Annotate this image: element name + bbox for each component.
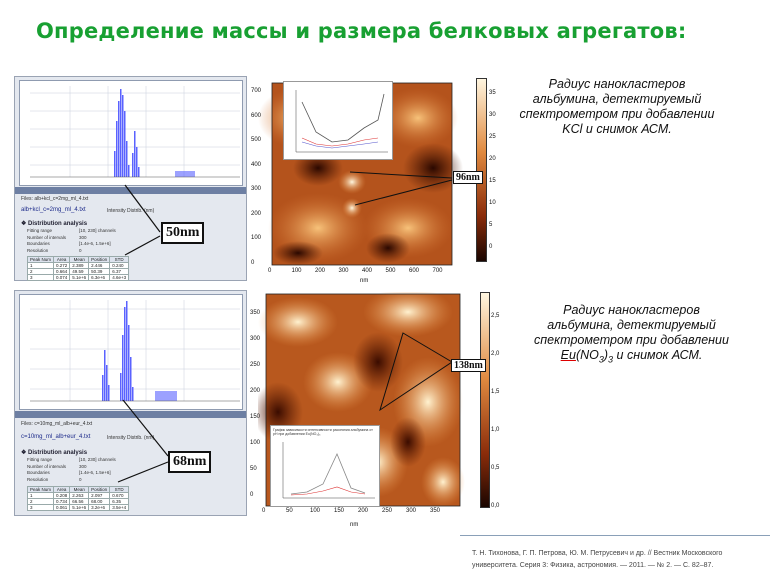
params-top: Fitting range [10, 230] channels Number o…	[27, 228, 116, 253]
reference-divider	[460, 535, 770, 536]
cbar-bottom-tick: 2,0	[491, 351, 500, 357]
afm-bottom-y-tick: 300	[250, 336, 261, 342]
intensity-label-top: Intensity Distrib. (nm)	[107, 208, 155, 214]
afm-bottom-y-tick: 50	[250, 466, 257, 472]
afm-bottom-y-tick: 100	[250, 440, 261, 446]
afm-top-x-tick: 200	[315, 268, 326, 274]
caption-bottom: Радиус нанокластеров альбумина, детектир…	[534, 303, 729, 365]
cbar-top-tick: 30	[489, 112, 496, 118]
size-callout-bottom: 68nm	[168, 451, 212, 473]
afm-size-callout-bottom: 138nm	[451, 359, 486, 372]
cbar-bottom-tick: 1,0	[491, 427, 500, 433]
dls-histogram-top	[19, 80, 243, 186]
histogram-svg-top	[30, 86, 240, 178]
cbar-bottom-tick: 0,0	[491, 503, 500, 509]
table-row: 3 0.074 5.1e+6 6.3e+6 4.6e+3	[26, 274, 130, 281]
histogram-svg-bottom	[30, 300, 240, 402]
afm-top-y-tick: 500	[251, 137, 262, 143]
size-callout-top: 50nm	[161, 222, 205, 244]
peak-table-bottom: Peak Num Area Mean Position STD 1 0.208 2.263 2…	[26, 486, 130, 511]
cbar-top-tick: 20	[489, 156, 496, 162]
afm-top-x-tick: 500	[385, 268, 396, 274]
cbar-bottom-tick: 0,5	[491, 465, 500, 471]
table-row: 2 0.734 66.56 68.00 6.35	[26, 498, 130, 505]
dls-panel-top: Files: alb+kcl_c=2mg_ml_4.txt alb+kcl_c=…	[14, 76, 247, 281]
afm-top-y-tick: 300	[251, 186, 262, 192]
dls-histogram-bottom	[19, 294, 243, 410]
afm-bottom-x-tick: 0	[262, 508, 266, 514]
distribution-title-bottom: ❖ Distribution analysis	[21, 450, 88, 456]
afm-bottom-x-tick: 200	[358, 508, 369, 514]
ph-inset-top	[283, 81, 393, 160]
afm-bottom-y-tick: 200	[250, 388, 261, 394]
afm-top-y-tick: 700	[251, 88, 262, 94]
afm-bottom-x-tick: 250	[382, 508, 393, 514]
inset-title-bottom: График зависимости интенсивности рассеян…	[273, 428, 373, 436]
ph-inset-bottom: График зависимости интенсивности рассеян…	[270, 425, 380, 507]
afm-top-x-tick: 0	[268, 268, 272, 274]
cbar-bottom-tick: 1,5	[491, 389, 500, 395]
cbar-top-tick: 25	[489, 134, 496, 140]
files-label-top: Files: alb+kcl_c=2mg_ml_4.txt	[21, 196, 89, 202]
params-bottom: Fitting range [10, 230] channels Number o…	[27, 457, 116, 482]
afm-top-x-tick: 100	[291, 268, 302, 274]
afm-bottom-y-tick: 150	[250, 414, 261, 420]
afm-bottom-y-tick: 250	[250, 362, 261, 368]
file-name-bottom[interactable]: c=10mg_ml_alb+eur_4.txt	[21, 434, 91, 440]
slide-title: Определение массы и размера белковых агр…	[36, 19, 687, 43]
cbar-top-tick: 5	[489, 222, 493, 228]
file-name-top[interactable]: alb+kcl_c=2mg_ml_4.txt	[21, 207, 86, 213]
colorbar-bottom	[480, 292, 490, 508]
afm-size-callout-top: 96nm	[453, 171, 483, 184]
peak-table-top: Peak Num Area Mean Position STD 1 0.272 2.389 2…	[26, 256, 130, 281]
table-row: 3 0.061 5.1e+6 3.2e+6 3.5e+4	[26, 504, 130, 511]
afm-top-y-tick: 200	[251, 210, 262, 217]
results-header-top	[15, 187, 246, 194]
afm-top-x-tick: 400	[362, 268, 373, 274]
results-header-bottom	[15, 411, 246, 418]
afm-bottom-y-tick: 350	[250, 310, 261, 316]
afm-top-x-tick: 600	[409, 268, 420, 274]
dls-panel-bottom: Files: c=10mg_ml_alb+eur_4.txt c=10mg_ml…	[14, 290, 247, 516]
caption-top: Радиус нанокластеров альбумина, детектир…	[519, 77, 715, 136]
intensity-label-bottom: Intensity Distrib. (nm)	[107, 435, 155, 441]
afm-unit-top: nm	[360, 278, 369, 284]
cbar-bottom-tick: 2,5	[491, 313, 500, 319]
distribution-title-top: ❖ Distribution analysis	[21, 221, 88, 227]
afm-top-y-tick: 100	[251, 235, 262, 241]
afm-top-y-tick: 600	[251, 112, 262, 119]
afm-unit-bottom: nm	[350, 522, 359, 528]
cbar-top-tick: 35	[489, 90, 496, 96]
afm-bottom-x-tick: 100	[310, 508, 321, 514]
afm-bottom-x-tick: 150	[334, 508, 345, 514]
afm-bottom-x-tick: 50	[286, 508, 293, 514]
afm-bottom-x-tick: 300	[406, 508, 417, 514]
afm-bottom-x-tick: 350	[430, 508, 441, 514]
afm-top-y-tick: 400	[251, 161, 262, 168]
caption-eu: Eu	[560, 348, 576, 362]
cbar-top-tick: 0	[489, 244, 493, 250]
reference-text: Т. Н. Тихонова, Г. П. Петрова, Ю. М. Пет…	[472, 550, 723, 569]
cbar-top-tick: 10	[489, 200, 496, 206]
afm-bottom-y-tick: 0	[250, 492, 254, 498]
afm-top-x-tick: 700	[432, 268, 443, 274]
afm-top-x-tick: 300	[338, 268, 349, 274]
colorbar-top	[476, 78, 487, 262]
cbar-top-tick: 15	[489, 178, 496, 184]
afm-top-y-tick: 0	[251, 259, 255, 266]
files-label-bottom: Files: c=10mg_ml_alb+eur_4.txt	[21, 421, 93, 427]
